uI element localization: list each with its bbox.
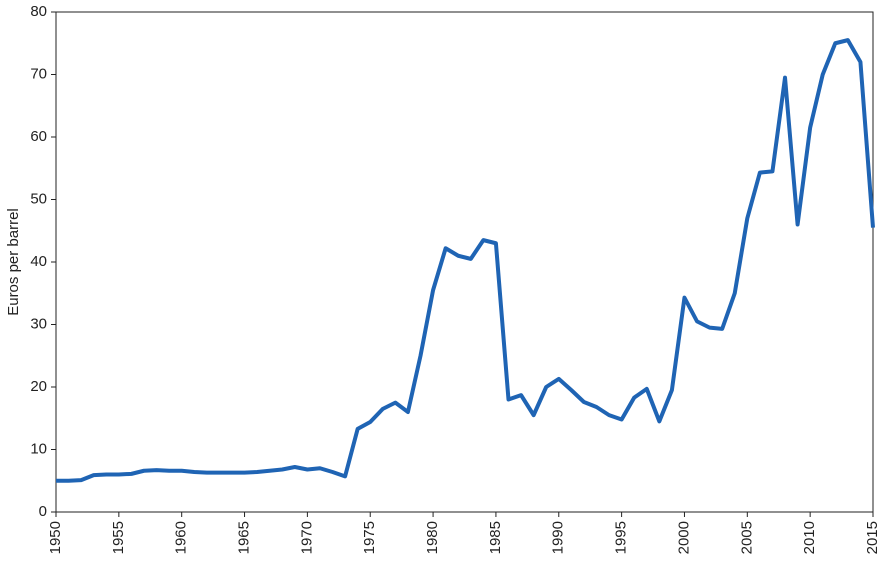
y-tick-label: 50 (30, 190, 47, 207)
y-tick-label: 60 (30, 128, 47, 145)
plot-frame (55, 11, 874, 513)
x-tick-label: 1970 (298, 521, 315, 554)
x-tick-label: 2000 (675, 521, 692, 554)
x-tick-label: 1975 (361, 521, 378, 554)
x-tick-label: 1950 (47, 521, 64, 554)
y-axis-label: Euros per barrel (5, 208, 22, 316)
x-tick-label: 1965 (236, 521, 253, 554)
x-tick-label: 2005 (738, 521, 755, 554)
x-tick-label: 2015 (864, 521, 881, 554)
x-tick-label: 1985 (487, 521, 504, 554)
x-tick-label: 1955 (110, 521, 127, 554)
y-tick-label: 80 (30, 3, 47, 20)
y-tick-label: 30 (30, 315, 47, 332)
x-tick-label: 2010 (801, 521, 818, 554)
data-line (56, 38, 875, 483)
y-tick-label: 70 (30, 65, 47, 82)
x-tick-label: 1990 (550, 521, 567, 554)
x-tick-label: 1995 (613, 521, 630, 554)
y-tick-label: 40 (30, 253, 47, 270)
y-tick-label: 20 (30, 378, 47, 395)
x-tick-label: 1960 (173, 521, 190, 554)
y-tick-label: 10 (30, 440, 47, 457)
y-tick-label: 0 (39, 503, 47, 520)
x-tick-label: 1980 (424, 521, 441, 554)
